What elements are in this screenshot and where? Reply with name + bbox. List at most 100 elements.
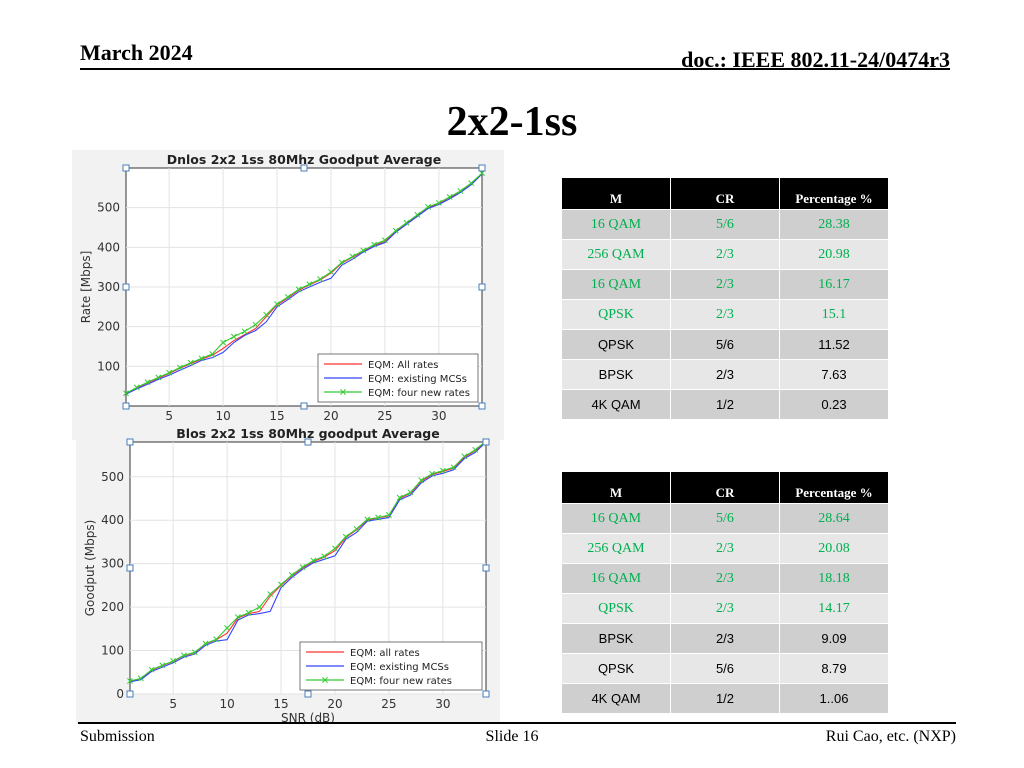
series-point [263,311,270,318]
table-row: 16 QAM 5/6 28.64 [562,503,889,534]
x-tick-label: 10 [215,409,230,423]
legend-label: EQM: existing MCSs [350,662,449,673]
series-point [176,364,183,371]
series-point [338,259,345,266]
table-row: 256 QAM 2/3 20.98 [562,239,889,270]
cell-pct: 15.1 [779,299,889,330]
series-line-0 [125,173,483,395]
cell-pct: 1..06 [779,683,889,714]
cell-cr: 2/3 [670,269,780,300]
series-point [310,557,317,564]
series-point [155,374,162,381]
cell-m: 256 QAM [562,239,671,270]
x-tick-label: 30 [431,409,446,423]
col-header-percentage: Percentage % [779,178,889,210]
y-tick-label: 200 [101,600,124,614]
cell-m: BPSK [562,359,671,390]
footer-author: Rui Cao, etc. (NXP) [825,728,956,745]
series-point [457,188,464,194]
mcs-distribution-table-blos: M CR Percentage % 16 QAM 5/6 28.64 256 QAM 2… [562,472,889,714]
legend-label: EQM: All rates [368,360,438,371]
series-point [364,516,371,523]
series-point [472,446,479,453]
x-tick-label: 5 [169,697,177,711]
y-tick-label: 100 [101,644,124,658]
cell-m: 16 QAM [562,269,671,300]
resize-handle [478,283,486,291]
y-tick-label: 200 [97,320,120,334]
series-point [209,351,216,357]
cell-cr: 2/3 [670,299,780,330]
cell-pct: 20.98 [779,239,889,270]
series-point [414,211,421,218]
series-point [342,533,349,540]
cell-cr: 2/3 [670,563,780,594]
series-point [166,369,173,376]
resize-handle [478,402,486,410]
table-row: 16 QAM 5/6 28.38 [562,209,889,240]
cell-pct: 11.52 [779,329,889,360]
col-header-percentage: Percentage % [779,472,889,504]
series-line-2 [125,172,483,394]
cell-m: QPSK [562,329,671,360]
dnlos-goodput-chart[interactable]: 5 10 15 20 25 30 100 200 300 400 500 Dnlos 2x2 1ss … [72,150,504,440]
col-header-m: M [562,472,671,504]
series-point [461,453,468,460]
series-point [353,525,360,532]
series-point [375,514,382,521]
series-point [306,281,313,288]
table-row: QPSK 5/6 8.79 [562,653,889,684]
series-point [288,571,295,578]
series-point [180,652,187,659]
y-tick-label: 300 [101,557,124,571]
series-point [360,247,367,254]
y-tick-label: 400 [101,513,124,527]
series-point [241,328,248,335]
series-point [385,512,392,518]
resize-handle [122,164,130,172]
series-point [425,203,432,210]
series-point [230,333,237,340]
resize-handle [482,564,490,572]
resize-handle [126,564,134,572]
series-point [224,625,231,631]
slide-title: 2x2-1ss [446,99,578,145]
table-row: 256 QAM 2/3 20.08 [562,533,889,564]
col-header-cr: CR [670,178,780,210]
series-point [148,666,155,673]
footer-rule [78,722,956,724]
col-header-cr: CR [670,472,780,504]
cell-cr: 2/3 [670,359,780,390]
series-point [159,662,166,669]
series-point [468,180,475,187]
resize-handle [300,164,308,172]
cell-m: 16 QAM [562,563,671,594]
series-point [371,241,378,248]
cell-m: 4K QAM [562,683,671,714]
cell-cr: 2/3 [670,593,780,624]
table-header-row: M CR Percentage % [562,472,889,504]
series-line-1 [125,173,483,395]
table-row: QPSK 2/3 14.17 [562,593,889,624]
series-point [234,614,241,621]
series-point [256,604,263,611]
cell-pct: 28.64 [779,503,889,534]
cell-pct: 28.38 [779,209,889,240]
series-point [332,545,338,552]
series-point [267,591,274,598]
cell-m: 256 QAM [562,533,671,564]
series-point [187,359,194,366]
table-row: QPSK 2/3 15.1 [562,299,889,330]
table-row: BPSK 2/3 7.63 [562,359,889,390]
series-point [252,321,259,328]
blos-goodput-chart[interactable]: 5 10 15 20 25 30 0 100 200 300 400 500 Blos 2x2 1ss … [76,424,500,724]
series-point [429,470,436,477]
cell-pct: 7.63 [779,359,889,390]
series-point [396,494,403,501]
y-tick-label: 300 [97,280,120,294]
legend-label: EQM: four new rates [368,388,470,399]
table-row: QPSK 5/6 11.52 [562,329,889,360]
resize-handle [122,402,130,410]
series-point [170,658,177,664]
